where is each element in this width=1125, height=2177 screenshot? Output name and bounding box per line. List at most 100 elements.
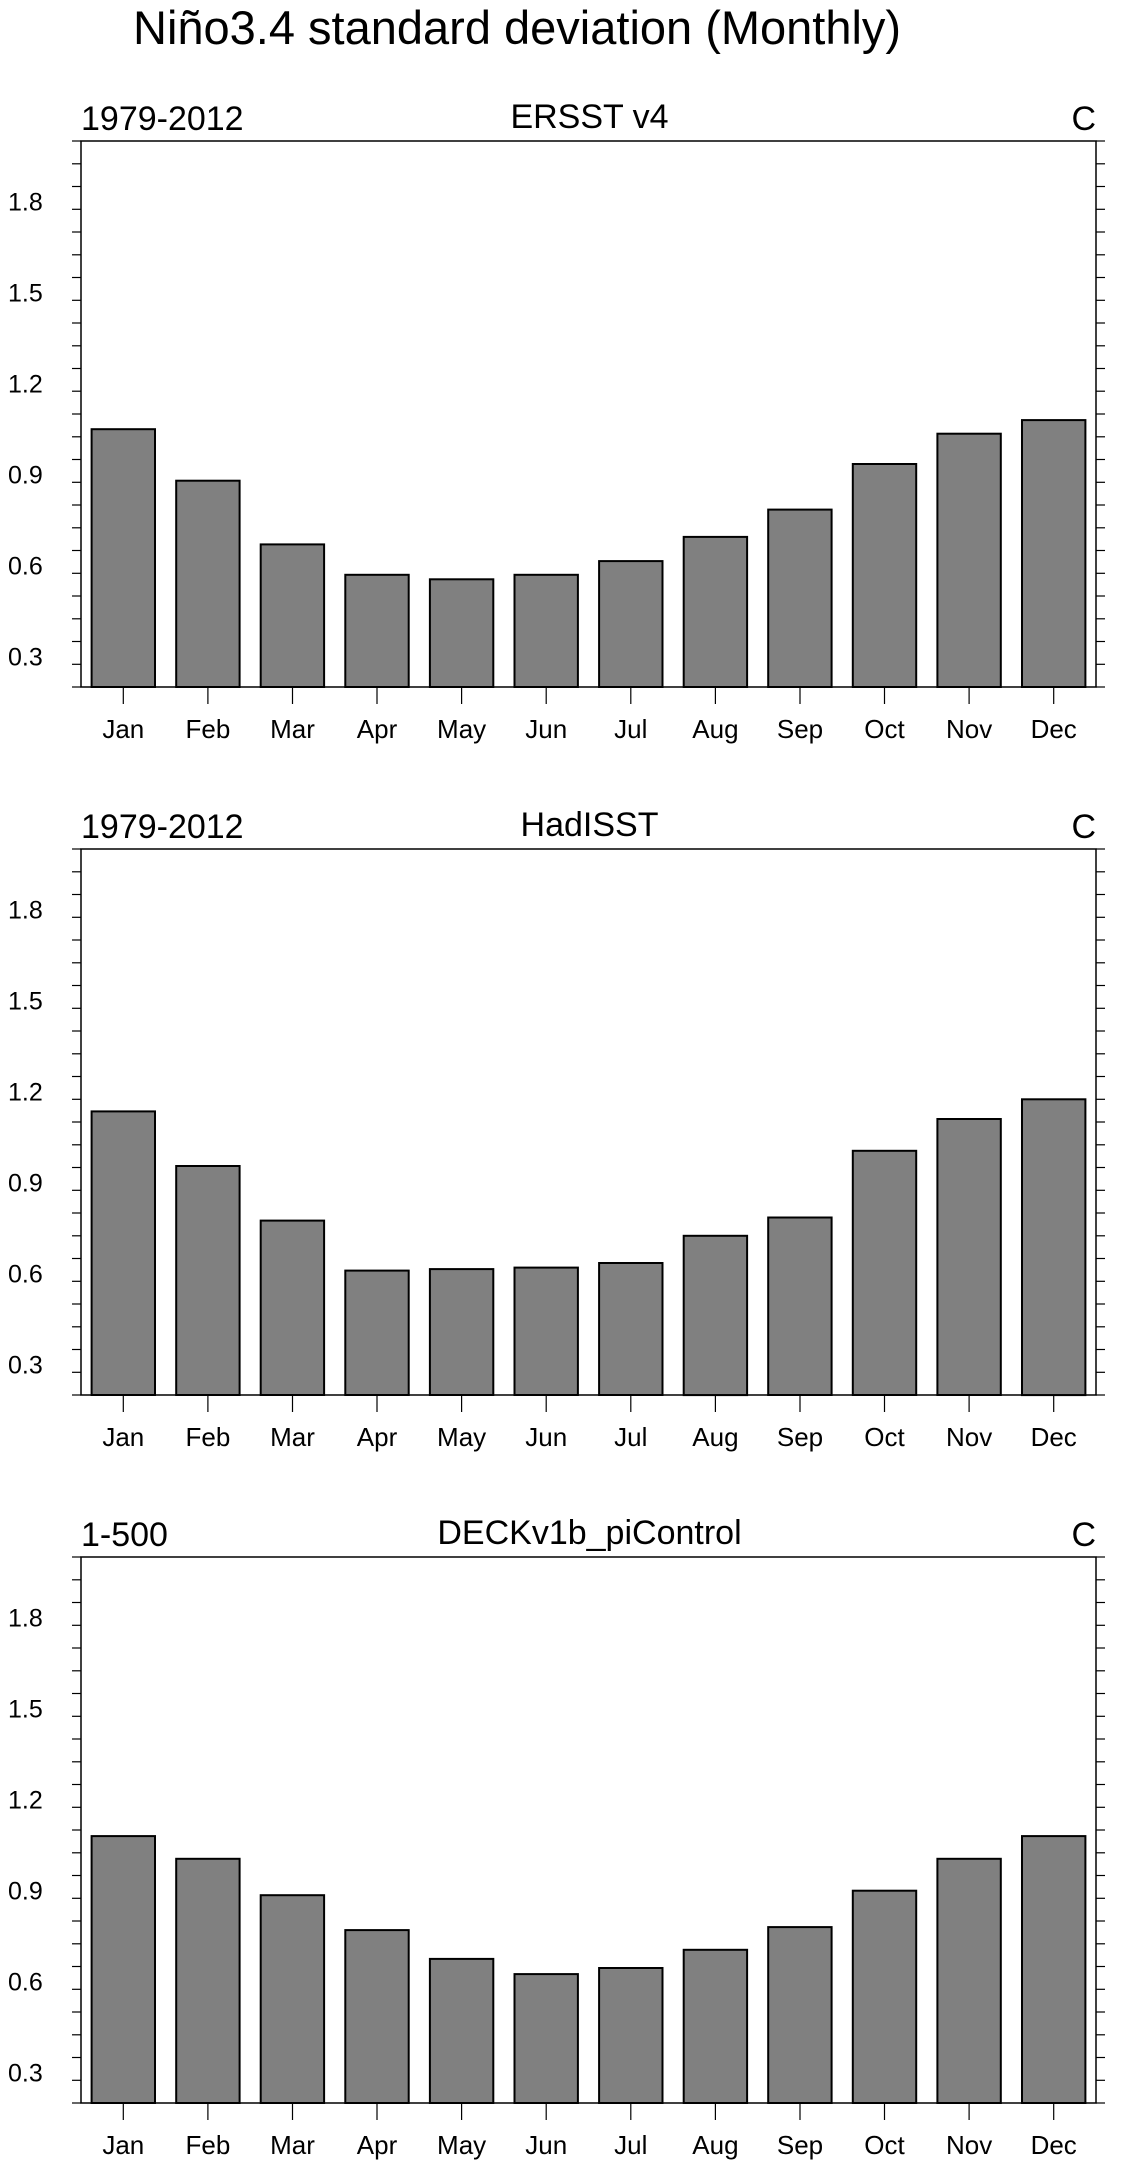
bar-oct xyxy=(851,1889,918,2104)
y-tick-label: 1.2 xyxy=(8,1787,43,1815)
x-tick-label-nov: Nov xyxy=(946,1422,992,1452)
bar-jul xyxy=(598,1262,664,1396)
bar-may xyxy=(428,578,495,688)
y-tick-label: 0.3 xyxy=(8,644,43,672)
bar-dec xyxy=(1021,419,1087,688)
chart-panel-2: 1979-2012 HadISST C 0.3 0.6 0.9 1.2 1.5 1.8 Jan Fe… xyxy=(8,806,1105,1452)
bar-jan xyxy=(90,1835,156,2104)
chart-panel-3: 1-500 DECKv1b_piControl C 0.3 0.6 0.9 1.2 1.5 1.… xyxy=(8,1514,1105,2160)
x-tick-label-feb: Feb xyxy=(185,2130,230,2160)
y-tick-label: 0.3 xyxy=(8,1352,43,1380)
x-tick-label-mar: Mar xyxy=(270,2130,315,2160)
bar-mar xyxy=(259,1894,326,2104)
x-tick-label-feb: Feb xyxy=(185,1422,230,1452)
bar-jan xyxy=(90,1110,156,1397)
period-label: 1979-2012 xyxy=(81,100,244,138)
x-tick-label-aug: Aug xyxy=(692,1422,738,1452)
y-tick-label: 1.8 xyxy=(8,189,43,217)
bar-sep xyxy=(767,508,833,688)
x-tick-label-jan: Jan xyxy=(102,714,144,744)
x-tick-label-sep: Sep xyxy=(777,2130,823,2160)
bar-jan xyxy=(90,428,156,688)
panel-title: HadISST xyxy=(521,806,659,844)
x-tick-label-dec: Dec xyxy=(1031,1422,1077,1452)
y-tick-label: 0.6 xyxy=(8,1261,43,1289)
bar-may xyxy=(428,1957,495,2105)
bar-aug xyxy=(682,1234,749,1397)
bar-jun xyxy=(513,1973,579,2104)
x-tick-label-sep: Sep xyxy=(777,1422,823,1452)
bar-dec xyxy=(1021,1835,1087,2104)
x-tick-label-apr: Apr xyxy=(357,714,398,744)
y-tick-label: 1.8 xyxy=(8,897,43,925)
bar-nov xyxy=(936,1857,1002,2105)
bar-mar xyxy=(259,1219,326,1396)
bar-oct xyxy=(851,463,918,688)
period-label: 1-500 xyxy=(81,1516,168,1554)
x-tick-label-may: May xyxy=(437,714,486,744)
x-tick-label-jun: Jun xyxy=(525,1422,567,1452)
figure-title: Niño3.4 standard deviation (Monthly) xyxy=(133,1,901,54)
units-label: C xyxy=(1071,1516,1096,1554)
bar-nov xyxy=(936,432,1002,689)
x-tick-label-mar: Mar xyxy=(270,714,315,744)
panel-title: DECKv1b_piControl xyxy=(437,1514,741,1552)
x-tick-label-jul: Jul xyxy=(614,2130,647,2160)
bar-jul xyxy=(598,560,664,688)
x-tick-label-jul: Jul xyxy=(614,714,647,744)
x-tick-label-jun: Jun xyxy=(525,2130,567,2160)
bar-jun xyxy=(513,1266,579,1396)
x-tick-label-aug: Aug xyxy=(692,714,738,744)
y-tick-label: 1.5 xyxy=(8,988,43,1016)
y-tick-label: 0.9 xyxy=(8,1170,43,1198)
x-tick-label-jan: Jan xyxy=(102,1422,144,1452)
bar-sep xyxy=(767,1216,833,1396)
x-tick-label-oct: Oct xyxy=(864,2130,905,2160)
x-tick-label-apr: Apr xyxy=(357,1422,398,1452)
x-tick-label-mar: Mar xyxy=(270,1422,315,1452)
x-tick-label-sep: Sep xyxy=(777,714,823,744)
chart-panel-1: 1979-2012 ERSST v4 C 0.3 0.6 0.9 1.2 1.5 1.8 Jan F… xyxy=(8,98,1105,744)
y-tick-label: 0.9 xyxy=(8,1878,43,1906)
bar-dec xyxy=(1021,1098,1087,1397)
x-tick-label-jul: Jul xyxy=(614,1422,647,1452)
y-tick-label: 0.9 xyxy=(8,462,43,490)
bar-apr xyxy=(344,1269,410,1396)
y-tick-label: 1.5 xyxy=(8,1696,43,1724)
x-tick-label-apr: Apr xyxy=(357,2130,398,2160)
bar-apr xyxy=(344,1929,410,2104)
x-tick-label-jan: Jan xyxy=(102,2130,144,2160)
bar-jun xyxy=(513,573,579,688)
bar-may xyxy=(428,1268,495,1396)
units-label: C xyxy=(1071,100,1096,138)
bar-apr xyxy=(344,573,410,688)
bar-aug xyxy=(682,535,749,689)
bar-jul xyxy=(598,1967,664,2104)
x-tick-label-jun: Jun xyxy=(525,714,567,744)
bar-feb xyxy=(175,1857,241,2105)
bar-feb xyxy=(175,1165,241,1396)
y-tick-label: 0.3 xyxy=(8,2060,43,2088)
x-tick-label-aug: Aug xyxy=(692,2130,738,2160)
x-tick-label-nov: Nov xyxy=(946,2130,992,2160)
period-label: 1979-2012 xyxy=(81,808,244,846)
y-tick-label: 0.6 xyxy=(8,1969,43,1997)
y-tick-label: 1.2 xyxy=(8,1079,43,1107)
panel-title: ERSST v4 xyxy=(510,98,668,136)
x-tick-label-feb: Feb xyxy=(185,714,230,744)
x-tick-label-may: May xyxy=(437,1422,486,1452)
y-tick-label: 0.6 xyxy=(8,553,43,581)
bar-nov xyxy=(936,1118,1002,1396)
y-tick-label: 1.5 xyxy=(8,280,43,308)
bar-sep xyxy=(767,1926,833,2104)
x-tick-label-dec: Dec xyxy=(1031,714,1077,744)
bar-aug xyxy=(682,1948,749,2105)
y-tick-label: 1.8 xyxy=(8,1605,43,1633)
x-tick-label-oct: Oct xyxy=(864,1422,905,1452)
x-tick-label-may: May xyxy=(437,2130,486,2160)
x-tick-label-dec: Dec xyxy=(1031,2130,1077,2160)
bar-feb xyxy=(175,479,241,689)
bar-mar xyxy=(259,543,326,689)
chart-panels: 1979-2012 ERSST v4 C 0.3 0.6 0.9 1.2 1.5 1.8 Jan F… xyxy=(8,98,1105,2160)
